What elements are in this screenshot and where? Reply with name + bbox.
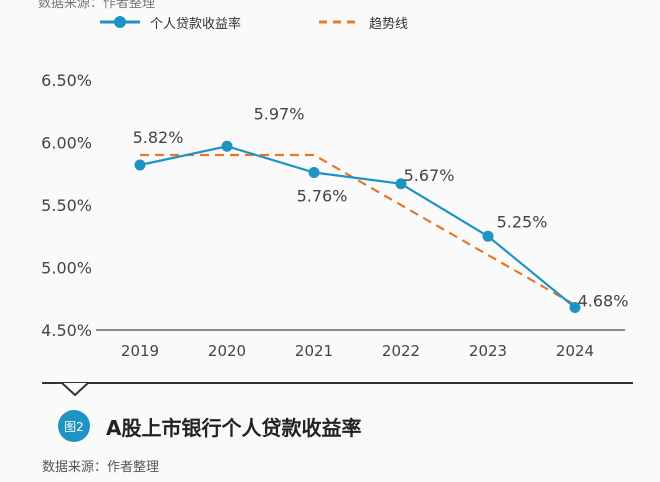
x-tick-label: 2019 xyxy=(121,342,159,360)
loan-yield-point xyxy=(134,159,146,171)
y-tick-label: 5.00% xyxy=(41,259,92,278)
data-label: 5.76% xyxy=(297,187,348,206)
legend-dash-icon xyxy=(319,20,360,24)
data-label: 5.67% xyxy=(404,166,455,185)
loan-yield-point xyxy=(395,178,407,190)
data-label: 5.97% xyxy=(254,104,305,123)
legend-label-trend: 趋势线 xyxy=(369,16,409,32)
legend-item-trend: 趋势线 xyxy=(319,13,408,32)
data-label: 5.25% xyxy=(497,212,548,231)
divider-notch xyxy=(61,383,89,397)
data-label: 4.68% xyxy=(578,292,629,311)
figure-caption: 图2 A股上市银行个人贷款收益率 xyxy=(58,410,361,442)
legend-item-loan-yield: 个人贷款收益率 xyxy=(100,13,241,32)
caption-divider xyxy=(42,382,633,384)
chart-legend: 个人贷款收益率 趋势线 xyxy=(100,12,486,32)
x-tick-label: 2020 xyxy=(208,342,246,360)
trend-line xyxy=(140,153,576,306)
loan-yield-point xyxy=(221,140,233,152)
figure-title: A股上市银行个人贷款收益率 xyxy=(106,415,362,440)
line-chart: 6.50% 6.00% 5.50% 5.00% 4.50% 2019 2020 2021 202… xyxy=(41,71,629,360)
bottom-source-note: 数据来源：作者整理 xyxy=(42,460,160,475)
loan-yield-point xyxy=(308,167,320,178)
x-tick-label: 2022 xyxy=(382,342,420,360)
y-tick-label: 6.00% xyxy=(41,134,92,153)
loan-yield-point xyxy=(482,230,494,242)
data-label: 5.82% xyxy=(133,128,184,147)
y-tick-label: 5.50% xyxy=(41,196,92,215)
legend-label-loan-yield: 个人贷款收益率 xyxy=(150,16,242,32)
y-tick-label: 4.50% xyxy=(41,321,92,340)
legend-line-dot-icon xyxy=(100,16,140,28)
x-tick-label: 2021 xyxy=(295,342,333,360)
y-tick-label: 6.50% xyxy=(41,71,92,90)
x-tick-label: 2023 xyxy=(469,342,507,360)
top-source-note: 数据来源：作者整理 xyxy=(38,0,156,11)
x-tick-label: 2024 xyxy=(556,342,594,360)
loan-yield-point xyxy=(569,302,581,313)
figure-badge: 图2 xyxy=(58,410,90,442)
loan-yield-line xyxy=(139,145,576,309)
